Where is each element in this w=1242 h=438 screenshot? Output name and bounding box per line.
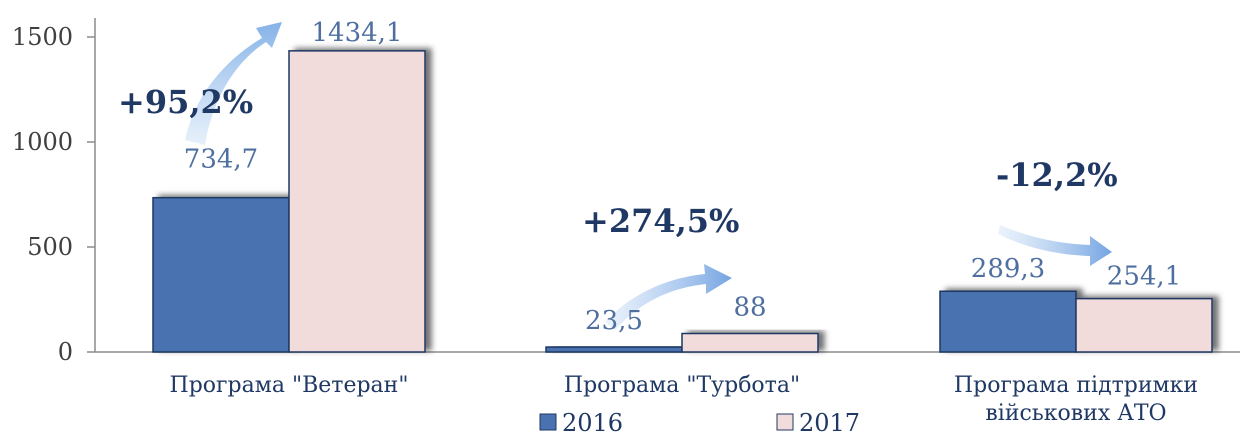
bar-value-label: 88 [733, 293, 766, 323]
change-percent-label: -12,2% [996, 156, 1118, 194]
y-axis-ticks: 0 500 1000 1500 [12, 23, 95, 366]
category-label: Програма "Ветеран" [170, 373, 409, 398]
bars-group [152, 50, 1213, 353]
bar-value-label: 254,1 [1107, 262, 1181, 292]
increase-arrow-icon [185, 22, 282, 145]
change-percent-label: +95,2% [118, 83, 253, 121]
change-labels-group: +95,2% +274,5% -12,2% [118, 83, 1118, 240]
value-labels-group: 734,7 1434,1 23,5 88 289,3 254,1 [184, 18, 1181, 336]
decrease-arrow-icon [998, 225, 1112, 266]
legend-swatch-2016 [539, 413, 557, 431]
bar-2017-1 [681, 332, 819, 353]
bar-2016-0 [152, 196, 290, 353]
bar-2016-2 [939, 290, 1077, 353]
bar-value-label: 734,7 [184, 145, 258, 175]
y-tick-label: 500 [27, 233, 73, 261]
y-tick-label: 1000 [12, 128, 73, 156]
category-label: Програма "Турбота" [564, 373, 800, 398]
bar-2017-2 [1075, 297, 1213, 353]
y-tick-label: 0 [58, 338, 73, 366]
bar-2017-0 [288, 50, 426, 353]
increase-arrow-icon [605, 264, 732, 330]
legend-swatch-2017 [776, 413, 794, 431]
bar-value-label: 289,3 [971, 254, 1045, 284]
change-percent-label: +274,5% [582, 202, 739, 240]
category-labels-group: Програма "Ветеран" Програма "Турбота" Прог… [170, 373, 1199, 426]
legend-label: 2016 [562, 409, 623, 437]
legend-label: 2017 [799, 409, 860, 437]
bar-2016-1 [545, 346, 683, 353]
y-tick-label: 1500 [12, 23, 73, 51]
category-label: Програма підтримки [954, 373, 1198, 398]
bar-value-label: 1434,1 [312, 18, 403, 48]
legend: 2016 2017 [539, 409, 860, 437]
bar-value-label: 23,5 [585, 306, 643, 336]
category-label: військових АТО [985, 401, 1166, 426]
